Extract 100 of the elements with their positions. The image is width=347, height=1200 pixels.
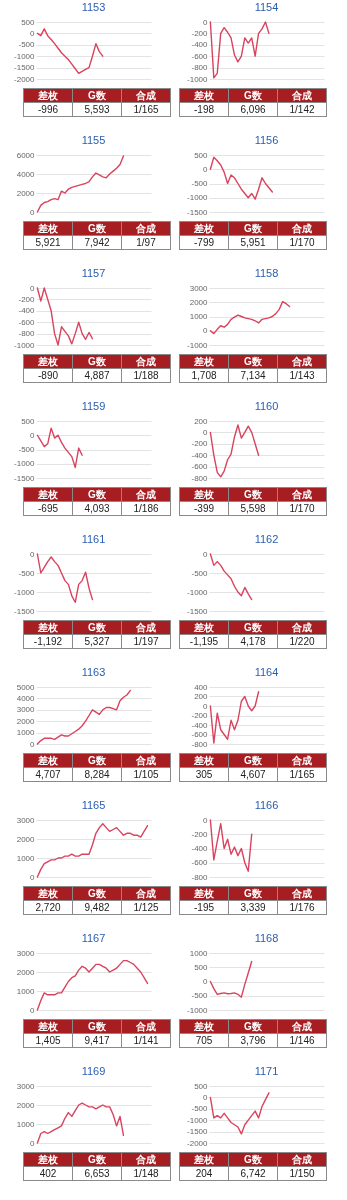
text: G数: [72, 886, 122, 901]
y-tick-label: -500: [191, 991, 209, 1001]
text: 9,482: [72, 900, 122, 915]
y-tick-label: 0: [203, 549, 209, 559]
y-tick-label: -1000: [14, 587, 36, 597]
text: G数: [72, 354, 122, 369]
y-tick-label: 2000: [16, 188, 36, 198]
y-tick-label: 1000: [189, 312, 209, 321]
y-tick-label: 2000: [189, 297, 209, 307]
text: -890: [23, 368, 73, 383]
line-series: [209, 300, 291, 335]
y-tick-label: 1000: [16, 986, 36, 996]
y-tick-label: -200: [191, 439, 209, 449]
text: 差枚: [23, 88, 73, 103]
text: 差枚: [179, 1019, 229, 1034]
y-tick-label: -1500: [14, 606, 36, 616]
text: 1/150: [277, 1166, 327, 1181]
text: 合成: [121, 886, 171, 901]
y-tick-label: -500: [191, 179, 209, 188]
text: 1,405: [23, 1033, 73, 1048]
y-tick-label: 0: [30, 872, 36, 882]
chart-title: 1159: [81, 400, 106, 412]
y-tick-label: 3000: [16, 815, 36, 825]
line-series: [209, 1092, 270, 1135]
y-tick-label: 1000: [16, 1119, 36, 1129]
chart-title: 1156: [254, 134, 279, 146]
text: G数: [228, 88, 278, 103]
line-series: [36, 155, 125, 213]
line-series: [209, 424, 260, 478]
y-tick-label: -1000: [14, 340, 36, 350]
text: 合成: [277, 886, 327, 901]
chart-title: 1168: [254, 932, 279, 944]
y-tick-label: 3000: [16, 705, 36, 715]
text: 9,417: [72, 1033, 122, 1048]
y-tick-label: -1000: [14, 459, 36, 469]
y-tick-label: -1000: [187, 74, 209, 84]
line-series: [209, 553, 253, 601]
text: 1/141: [121, 1033, 171, 1048]
y-tick-label: -1500: [187, 207, 209, 217]
text: G数: [228, 487, 278, 502]
text: 5,921: [23, 235, 73, 250]
text: 合成: [121, 221, 171, 236]
text: G数: [72, 487, 122, 502]
text: G数: [72, 1019, 122, 1034]
y-tick-label: 400: [194, 682, 209, 692]
text: 7,942: [72, 235, 122, 250]
y-tick-label: 0: [30, 207, 36, 217]
y-tick-label: -600: [191, 51, 209, 61]
text: 4,887: [72, 368, 122, 383]
y-tick-label: 2000: [16, 716, 36, 726]
text: 1/165: [121, 102, 171, 117]
text: 5,951: [228, 235, 278, 250]
text: 6,653: [72, 1166, 122, 1181]
y-tick-label: 1000: [16, 853, 36, 863]
y-tick-label: -500: [191, 568, 209, 578]
y-tick-label: 0: [203, 164, 209, 174]
text: 4,178: [228, 634, 278, 649]
text: 1/170: [277, 501, 327, 516]
line-series: [209, 21, 270, 79]
text: 合成: [277, 1019, 327, 1034]
text: 1/165: [277, 767, 327, 782]
chart-title: 1153: [81, 1, 106, 13]
text: 差枚: [23, 886, 73, 901]
y-tick-label: 6000: [16, 150, 36, 160]
text: 合成: [121, 620, 171, 635]
text: 合成: [277, 1152, 327, 1167]
line-series: [36, 1102, 125, 1144]
text: 1/143: [277, 368, 327, 383]
y-tick-label: -200: [18, 294, 36, 304]
y-tick-label: 0: [30, 28, 36, 38]
text: -1,192: [23, 634, 73, 649]
y-tick-label: 3000: [16, 948, 36, 958]
y-tick-label: 0: [30, 283, 36, 293]
y-tick-label: 0: [203, 427, 209, 437]
text: 5,327: [72, 634, 122, 649]
y-tick-label: 500: [194, 962, 209, 972]
y-tick-label: -500: [18, 568, 36, 578]
text: G数: [228, 753, 278, 768]
chart-title: 1157: [81, 267, 106, 279]
text: -1,195: [179, 634, 229, 649]
y-tick-label: -2000: [14, 74, 36, 84]
chart-title: 1169: [81, 1065, 106, 1077]
y-tick-label: 1000: [189, 948, 209, 958]
y-tick-label: -200: [191, 711, 209, 720]
text: 6,742: [228, 1166, 278, 1181]
y-tick-label: 0: [203, 701, 209, 711]
text: 合成: [277, 221, 327, 236]
y-tick-label: -400: [191, 720, 209, 730]
line-series: [209, 960, 253, 998]
text: G数: [228, 886, 278, 901]
text: G数: [228, 1152, 278, 1167]
text: 1/97: [121, 235, 171, 250]
y-tick-label: -500: [18, 445, 36, 454]
chart-title: 1171: [254, 1065, 279, 1077]
y-tick-label: 4000: [16, 169, 36, 179]
chart-title: 1167: [81, 932, 106, 944]
text: 差枚: [179, 88, 229, 103]
text: 合成: [277, 354, 327, 369]
y-tick-label: 0: [203, 815, 209, 825]
y-tick-label: -500: [191, 1104, 209, 1114]
